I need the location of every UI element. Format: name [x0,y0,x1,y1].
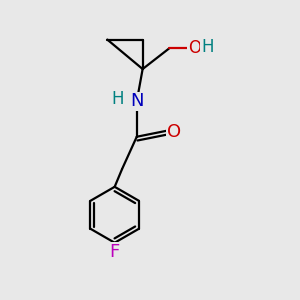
Text: H: H [111,90,124,108]
Text: O: O [188,39,201,57]
Text: O: O [167,123,182,141]
Text: F: F [110,243,120,261]
Text: H: H [201,38,214,56]
Text: N: N [130,92,143,110]
